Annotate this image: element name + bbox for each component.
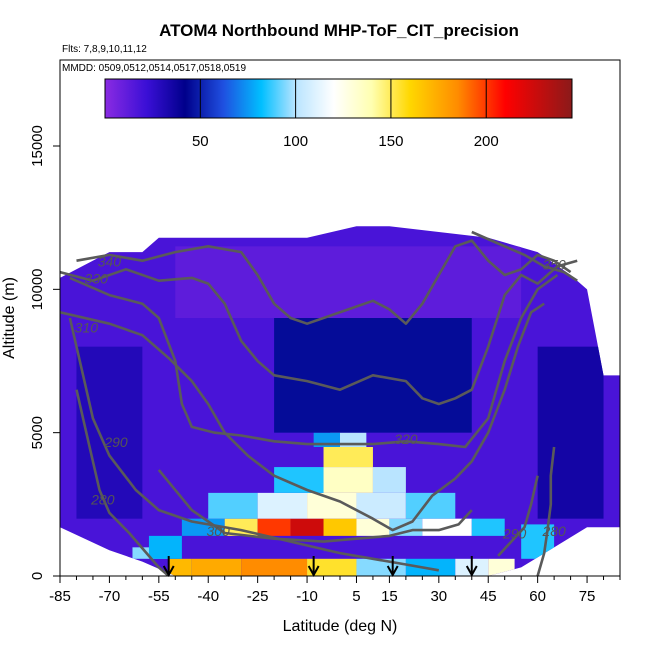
y-axis-label: Altitude (m) <box>1 277 18 359</box>
y-tick-label: 5000 <box>29 416 46 449</box>
contour-label: 280 <box>90 491 115 507</box>
flight-arrow-head <box>465 565 478 578</box>
contour-lines: 280 280 290 290 300 310 320 330 340 350 <box>60 230 578 576</box>
x-tick-label: 60 <box>529 588 546 605</box>
contour-label: 290 <box>103 434 128 450</box>
x-tick-label: 45 <box>480 588 497 605</box>
contour-label: 280 <box>541 523 566 539</box>
contour-label: 290 <box>502 526 527 542</box>
colorbar-tick-label: 200 <box>474 133 499 150</box>
y-tick-label: 15000 <box>29 125 46 167</box>
y-tick-label: 10000 <box>29 268 46 310</box>
heatmap-cell <box>356 518 390 536</box>
dates-label: MMDD: 0509,0512,0514,0517,0518,0519 <box>62 63 246 74</box>
contour-label: 340 <box>98 253 122 269</box>
flight-arrow-head <box>162 565 175 578</box>
contour-line <box>60 302 545 532</box>
heatmap-cell <box>389 518 423 536</box>
heatmap-cell <box>257 518 291 536</box>
heatmap-cell <box>307 558 357 576</box>
heatmap-cell <box>208 492 258 519</box>
colorbar <box>104 78 573 119</box>
flight-arrow-head <box>307 565 320 578</box>
heatmap-cell <box>323 447 373 468</box>
colorbar-tick-label: 100 <box>283 133 308 150</box>
heatmap-cell <box>488 558 515 576</box>
heatmap-cell <box>471 518 505 536</box>
x-tick-label: 15 <box>381 588 398 605</box>
flight-arrows <box>162 556 478 578</box>
heatmap-cell <box>241 558 308 576</box>
heatmap-cell <box>405 558 456 576</box>
contour-label: 300 <box>206 523 230 539</box>
colorbar-ticks: 50 100 150 200 <box>192 79 499 150</box>
heatmap-cell <box>175 246 522 318</box>
heatmap-cell <box>191 558 242 576</box>
contour-label: 350 <box>542 256 566 272</box>
contour-line <box>76 239 572 325</box>
x-tick-label: 5 <box>352 588 360 605</box>
colorbar-tick-label: 150 <box>378 133 403 150</box>
flights-label: Flts: 7,8,9,10,11,12 <box>62 44 147 55</box>
contour-line <box>60 259 578 406</box>
heatmap-cell <box>372 467 406 493</box>
x-tick-label: -85 <box>49 588 71 605</box>
heatmap-cell <box>148 535 182 559</box>
contour-line <box>69 273 559 449</box>
contour-line <box>471 230 578 282</box>
flight-arrow-head <box>386 565 399 578</box>
contour-line <box>536 446 556 576</box>
x-tick-label: 75 <box>579 588 596 605</box>
heatmap-field <box>60 226 620 576</box>
heatmap-cell <box>323 518 357 536</box>
heatmap-cell <box>181 518 225 536</box>
heatmap-cell <box>290 518 324 536</box>
contour-line <box>75 389 170 576</box>
x-tick-label: 30 <box>430 588 447 605</box>
contour-label: 310 <box>75 319 99 335</box>
contour-line <box>497 475 539 557</box>
heatmap-cell <box>168 558 192 576</box>
x-axis-label: Latitude (deg N) <box>283 618 398 635</box>
heatmap-cell <box>537 346 604 519</box>
heatmap-cell <box>257 492 308 519</box>
x-tick-label: -55 <box>148 588 170 605</box>
colorbar-tick-label: 50 <box>192 133 209 150</box>
contour-label: 320 <box>394 431 418 447</box>
y-axis: 0 5000 10000 15000 <box>29 125 60 580</box>
x-tick-label: -40 <box>197 588 219 605</box>
contour-line <box>68 317 440 572</box>
x-tick-label: -70 <box>99 588 121 605</box>
chart-title: ATOM4 Northbound MHP-ToF_CIT_precision <box>159 21 519 40</box>
y-tick-label: 0 <box>29 572 46 580</box>
contour-label: 330 <box>85 271 109 287</box>
x-axis: -85 -70 -55 -40 -25 -10 5 15 30 45 60 75 <box>49 576 621 605</box>
x-tick-label: -25 <box>247 588 269 605</box>
x-tick-label: -10 <box>296 588 318 605</box>
heatmap-cell <box>323 467 373 493</box>
contour-line <box>157 469 473 543</box>
